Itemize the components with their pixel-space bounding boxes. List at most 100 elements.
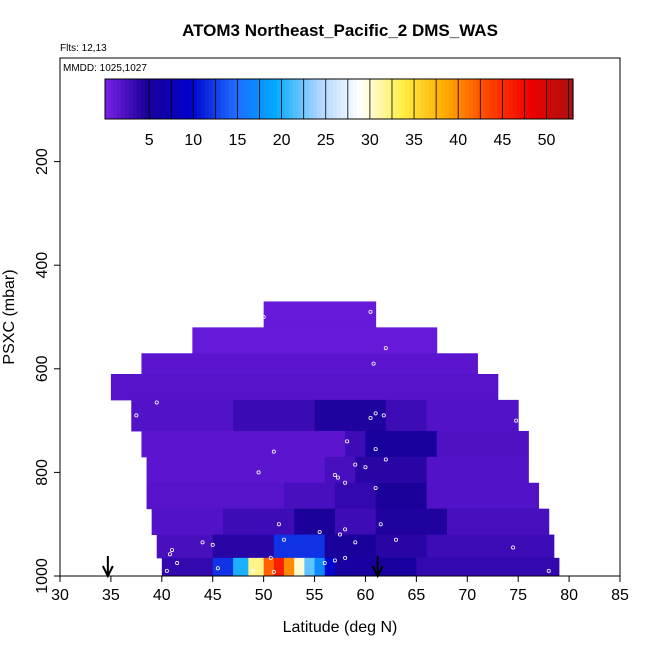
colorbar-swatch [157,79,162,119]
colorbar-swatch [433,79,438,119]
x-tick-label: 45 [204,587,222,604]
colorbar-swatch [417,79,422,119]
colorbar-swatch [469,79,474,119]
colorbar-swatch [253,79,258,119]
heatmap-cell [304,557,316,577]
x-tick-label: 35 [102,587,120,604]
x-tick-label: 80 [560,587,578,604]
heatmap-cell [284,482,336,510]
plot-frame [59,57,621,577]
heatmap-cell [365,430,438,458]
heatmap-cell [385,399,428,432]
heatmap-cell [324,557,336,577]
colorbar-swatch [473,79,478,119]
colorbar-swatch [333,79,338,119]
colorbar-swatch [309,79,314,119]
colorbar-swatch [185,79,190,119]
observation-point [215,566,220,571]
observation-point [154,400,159,405]
colorbar-swatch [141,79,146,119]
y-tick-label: 400 [34,252,51,279]
colorbar-swatch [269,79,274,119]
colorbar-swatch [509,79,514,119]
observation-point [363,465,368,470]
colorbar-swatch [421,79,426,119]
observation-point [353,540,358,545]
x-tick-label: 70 [458,587,476,604]
observation-point [332,558,337,563]
colorbar-swatch [409,79,414,119]
colorbar-swatch [173,79,178,119]
colorbar-swatch [161,79,166,119]
heatmap-cell [324,534,377,559]
colorbar-swatch [389,79,394,119]
y-axis-label: PSXC (mbar) [1,269,18,364]
dates-label: MMDD: 1025,1027 [63,63,147,74]
heatmap-cell [314,399,387,432]
observation-point [343,480,348,485]
heatmap-cell [156,534,214,559]
observation-point [271,569,276,574]
colorbar-swatch [197,79,202,119]
colorbar-swatch [305,79,310,119]
heatmap-cell [248,557,265,577]
observation-point [271,449,276,454]
heatmap-cell [426,456,529,484]
colorbar-swatch [285,79,290,119]
observation-point [332,472,337,477]
colorbar-swatch [237,79,242,119]
heatmap-cell [273,557,285,577]
heatmap-cell [294,508,336,536]
colorbar-swatch [501,79,506,119]
colorbar-swatch [205,79,210,119]
colorbar-swatch [549,79,554,119]
heatmap-cell [212,557,234,577]
colorbar-swatch [153,79,158,119]
observation-points [134,309,551,574]
colorbar-swatch [405,79,410,119]
colorbar-swatch [233,79,238,119]
heatmap-cell [161,557,214,577]
colorbar-swatch [217,79,222,119]
colorbar-swatch [165,79,170,119]
observation-point [281,537,286,542]
heatmap-cell [334,508,377,536]
colorbar-swatch [117,79,122,119]
colorbar-tick-label: 25 [317,132,335,149]
colorbar-swatch [541,79,546,119]
colorbar-swatch [557,79,562,119]
colorbar-swatch [261,79,266,119]
x-tick-label: 55 [306,587,324,604]
observation-point [353,462,358,467]
observation-point [368,309,373,314]
heatmap-cell [294,557,305,577]
observation-point [511,545,516,550]
colorbar-swatch [349,79,354,119]
observation-point [337,532,342,537]
observation-point [167,552,172,557]
colorbar: 5 10 15 20 25 30 35 40 45 50 [104,78,574,149]
colorbar-swatch [105,79,110,119]
heatmap-cell [233,399,316,432]
colorbar-swatch [497,79,502,119]
colorbar-swatch [485,79,490,119]
observation-point [393,537,398,542]
colorbar-swatch [397,79,402,119]
heatmap-cell [355,456,428,484]
colorbar-swatch [273,79,278,119]
colorbar-swatch [513,79,518,119]
observation-point [514,418,519,423]
colorbar-swatch [125,79,130,119]
colorbar-swatch [177,79,182,119]
colorbar-swatch [385,79,390,119]
observation-point [373,485,378,490]
colorbar-swatch [453,79,458,119]
colorbar-swatch [245,79,250,119]
colorbar-swatch [145,79,150,119]
heatmap-cell [314,557,326,577]
colorbar-swatch [553,79,558,119]
observation-point [345,439,350,444]
colorbar-swatch [353,79,358,119]
heatmap-cell [416,557,560,577]
y-tick-label: 600 [34,355,51,382]
